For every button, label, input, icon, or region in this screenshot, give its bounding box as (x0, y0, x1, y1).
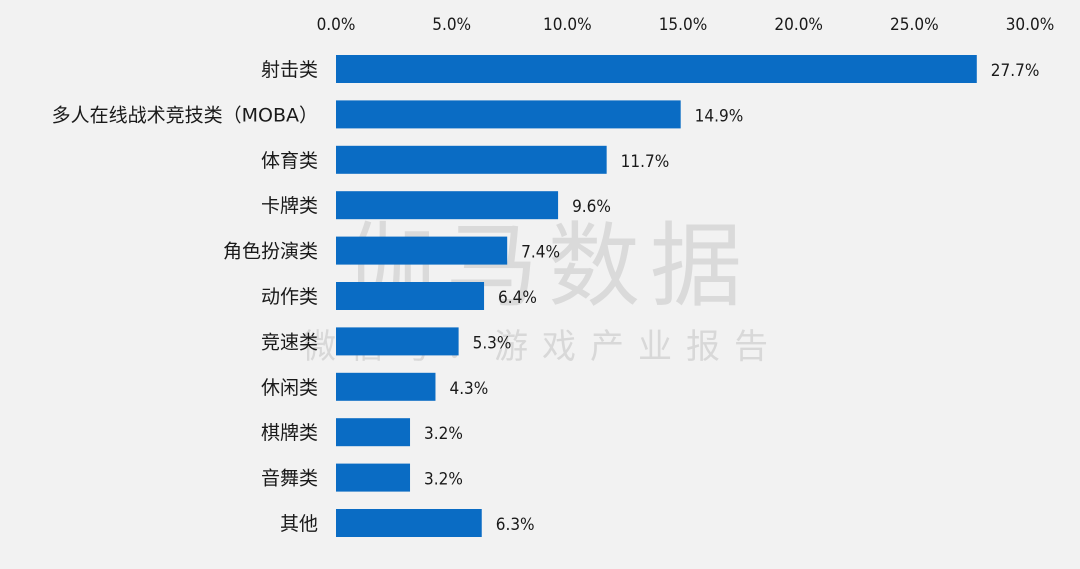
category-label: 动作类 (261, 286, 318, 308)
value-label: 6.4% (498, 288, 537, 308)
x-tick-label: 15.0% (659, 15, 708, 35)
x-tick-label: 25.0% (890, 15, 939, 35)
x-tick-label: 0.0% (317, 15, 356, 35)
bar (336, 100, 681, 129)
bars (336, 55, 977, 537)
value-label: 9.6% (572, 197, 611, 217)
bar (336, 372, 436, 401)
x-tick-label: 10.0% (543, 15, 592, 35)
category-label: 角色扮演类 (223, 241, 318, 263)
value-label: 4.3% (449, 379, 488, 399)
x-tick-label: 30.0% (1006, 15, 1055, 35)
category-label: 射击类 (261, 59, 318, 81)
category-label: 体育类 (261, 150, 318, 172)
category-label: 多人在线战术竞技类（MOBA） (52, 104, 318, 126)
value-label: 7.4% (521, 243, 560, 263)
bar (336, 418, 411, 447)
category-label: 休闲类 (261, 377, 318, 399)
bar (336, 145, 607, 174)
category-label: 棋牌类 (261, 422, 318, 444)
bar (336, 509, 482, 537)
value-label: 3.2% (424, 470, 463, 490)
bar (336, 236, 508, 265)
category-label: 音舞类 (261, 468, 318, 490)
category-label: 竞速类 (261, 331, 318, 353)
bar (336, 327, 459, 356)
value-label: 5.3% (473, 333, 512, 353)
category-label: 卡牌类 (261, 195, 318, 217)
category-label: 其他 (280, 513, 318, 535)
value-labels: 27.7% 14.9% 11.7% 9.6% 7.4% 6.4% 5.3% 4.3% 3.2% 3… (424, 61, 1039, 535)
x-tick-label: 5.0% (432, 15, 471, 35)
bar (336, 463, 411, 492)
value-label: 6.3% (496, 515, 535, 535)
value-label: 3.2% (424, 424, 463, 444)
x-tick-label: 20.0% (774, 15, 823, 35)
bar (336, 191, 559, 220)
value-label: 27.7% (991, 61, 1040, 81)
value-label: 11.7% (621, 152, 670, 172)
bar (336, 55, 977, 83)
value-label: 14.9% (695, 106, 744, 126)
x-axis-ticks: 0.0% 5.0% 10.0% 15.0% 20.0% 25.0% 30.0% (317, 15, 1055, 35)
bar (336, 282, 485, 310)
